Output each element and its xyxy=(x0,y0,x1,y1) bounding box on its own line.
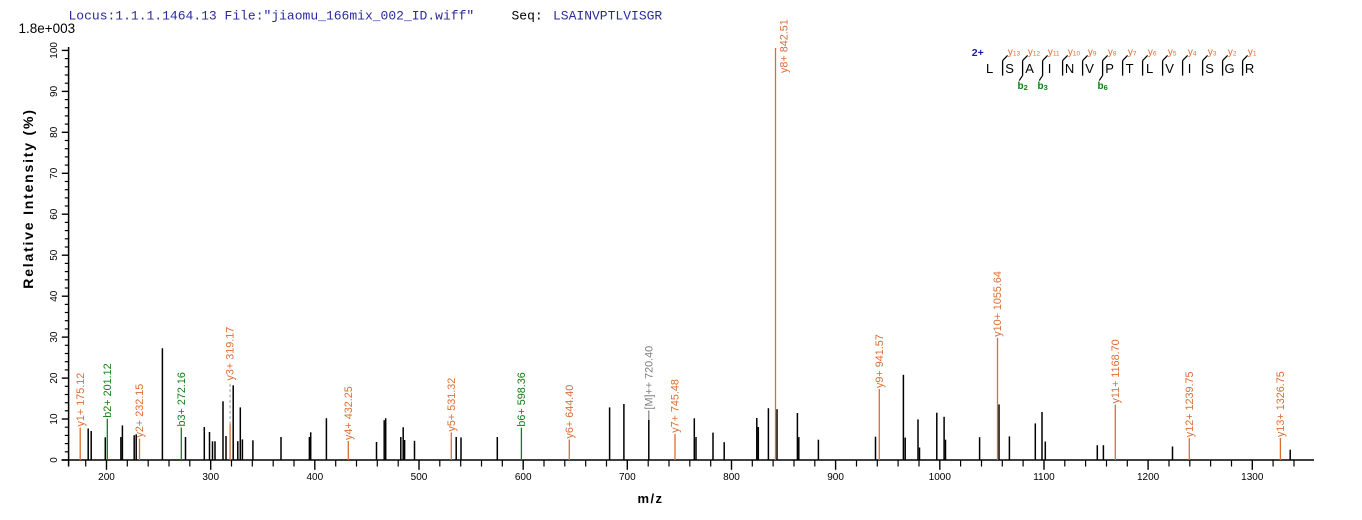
svg-text:20: 20 xyxy=(49,372,60,384)
svg-text:40: 40 xyxy=(49,290,60,302)
svg-text:T: T xyxy=(1126,61,1134,76)
svg-text:P: P xyxy=(1105,61,1114,76)
svg-text:y6: y6 xyxy=(1148,47,1157,58)
svg-text:y2: y2 xyxy=(1228,47,1237,58)
svg-text:LSAINVPTLVISGR: LSAINVPTLVISGR xyxy=(553,8,662,23)
svg-text:b3+ 272.16: b3+ 272.16 xyxy=(176,372,188,426)
svg-text:1200: 1200 xyxy=(1137,472,1160,483)
svg-text:y9: y9 xyxy=(1088,47,1097,58)
svg-text:y11: y11 xyxy=(1048,47,1060,58)
svg-text:30: 30 xyxy=(49,331,60,343)
svg-text:600: 600 xyxy=(515,472,532,483)
svg-text:y10: y10 xyxy=(1068,47,1081,58)
svg-text:500: 500 xyxy=(411,472,428,483)
svg-text:y3+ 319.17: y3+ 319.17 xyxy=(225,327,237,381)
svg-text:m/z: m/z xyxy=(638,491,664,506)
svg-text:Relative Intensity (%): Relative Intensity (%) xyxy=(20,108,36,288)
svg-text:y13+ 1326.75: y13+ 1326.75 xyxy=(1275,371,1287,437)
svg-text:400: 400 xyxy=(306,472,323,483)
svg-text:y9+ 941.57: y9+ 941.57 xyxy=(874,334,886,388)
svg-text:y3: y3 xyxy=(1208,47,1217,58)
svg-text:S: S xyxy=(1205,61,1214,76)
svg-text:700: 700 xyxy=(619,472,636,483)
svg-text:10: 10 xyxy=(49,413,60,425)
svg-text:80: 80 xyxy=(49,126,60,138)
svg-text:50: 50 xyxy=(49,249,60,261)
svg-text:2+: 2+ xyxy=(972,47,984,59)
svg-text:1.8e+003: 1.8e+003 xyxy=(19,21,76,36)
svg-text:y5+ 531.32: y5+ 531.32 xyxy=(446,378,458,432)
svg-text:70: 70 xyxy=(49,167,60,179)
svg-text:L: L xyxy=(986,61,993,76)
svg-text:y6+ 644.40: y6+ 644.40 xyxy=(564,385,576,439)
svg-text:y13: y13 xyxy=(1008,47,1021,58)
svg-text:N: N xyxy=(1065,61,1074,76)
svg-text:100: 100 xyxy=(49,42,60,59)
svg-text:1100: 1100 xyxy=(1033,472,1055,483)
svg-text:300: 300 xyxy=(202,472,219,483)
svg-text:G: G xyxy=(1225,61,1235,76)
svg-text:200: 200 xyxy=(98,472,115,483)
svg-text:V: V xyxy=(1085,61,1094,76)
svg-text:y1+ 175.12: y1+ 175.12 xyxy=(75,373,87,427)
svg-text:y2+ 232.15: y2+ 232.15 xyxy=(134,384,146,438)
svg-text:90: 90 xyxy=(49,85,60,97)
svg-text:y5: y5 xyxy=(1168,47,1177,58)
svg-text:S: S xyxy=(1005,61,1014,76)
svg-text:y12+ 1239.75: y12+ 1239.75 xyxy=(1184,371,1196,437)
svg-text:1300: 1300 xyxy=(1241,472,1264,483)
svg-text:60: 60 xyxy=(49,208,60,220)
svg-text:y4: y4 xyxy=(1188,47,1197,58)
svg-text:b2: b2 xyxy=(1017,81,1027,92)
svg-text:I: I xyxy=(1188,61,1192,76)
svg-text:y7: y7 xyxy=(1128,47,1137,58)
svg-text:Seq:: Seq: xyxy=(512,8,543,23)
svg-text:b6+ 598.36: b6+ 598.36 xyxy=(516,372,528,426)
svg-text:[M]++ 720.40: [M]++ 720.40 xyxy=(643,346,655,410)
svg-text:y8: y8 xyxy=(1108,47,1117,58)
svg-text:900: 900 xyxy=(827,472,844,483)
svg-text:0: 0 xyxy=(49,457,60,463)
svg-text:y11+ 1168.70: y11+ 1168.70 xyxy=(1110,339,1122,403)
svg-text:800: 800 xyxy=(723,472,740,483)
svg-text:L: L xyxy=(1146,61,1153,76)
svg-text:Locus:1.1.1.1464.13 File:"jiao: Locus:1.1.1.1464.13 File:"jiaomu_166mix_… xyxy=(69,8,475,23)
svg-text:1000: 1000 xyxy=(929,472,952,483)
svg-text:y7+ 745.48: y7+ 745.48 xyxy=(670,379,682,433)
svg-text:y8+ 842.51: y8+ 842.51 xyxy=(779,19,791,73)
svg-text:R: R xyxy=(1245,61,1254,76)
svg-text:y12: y12 xyxy=(1028,47,1041,58)
svg-text:b2+ 201.12: b2+ 201.12 xyxy=(102,363,114,417)
svg-text:I: I xyxy=(1048,61,1052,76)
svg-text:y10+ 1055.64: y10+ 1055.64 xyxy=(992,271,1004,337)
svg-text:b3: b3 xyxy=(1037,81,1047,92)
svg-text:b6: b6 xyxy=(1097,81,1107,92)
svg-text:A: A xyxy=(1025,61,1034,76)
svg-text:y4+ 432.25: y4+ 432.25 xyxy=(343,386,355,440)
svg-text:V: V xyxy=(1165,61,1174,76)
svg-text:y1: y1 xyxy=(1248,47,1257,58)
